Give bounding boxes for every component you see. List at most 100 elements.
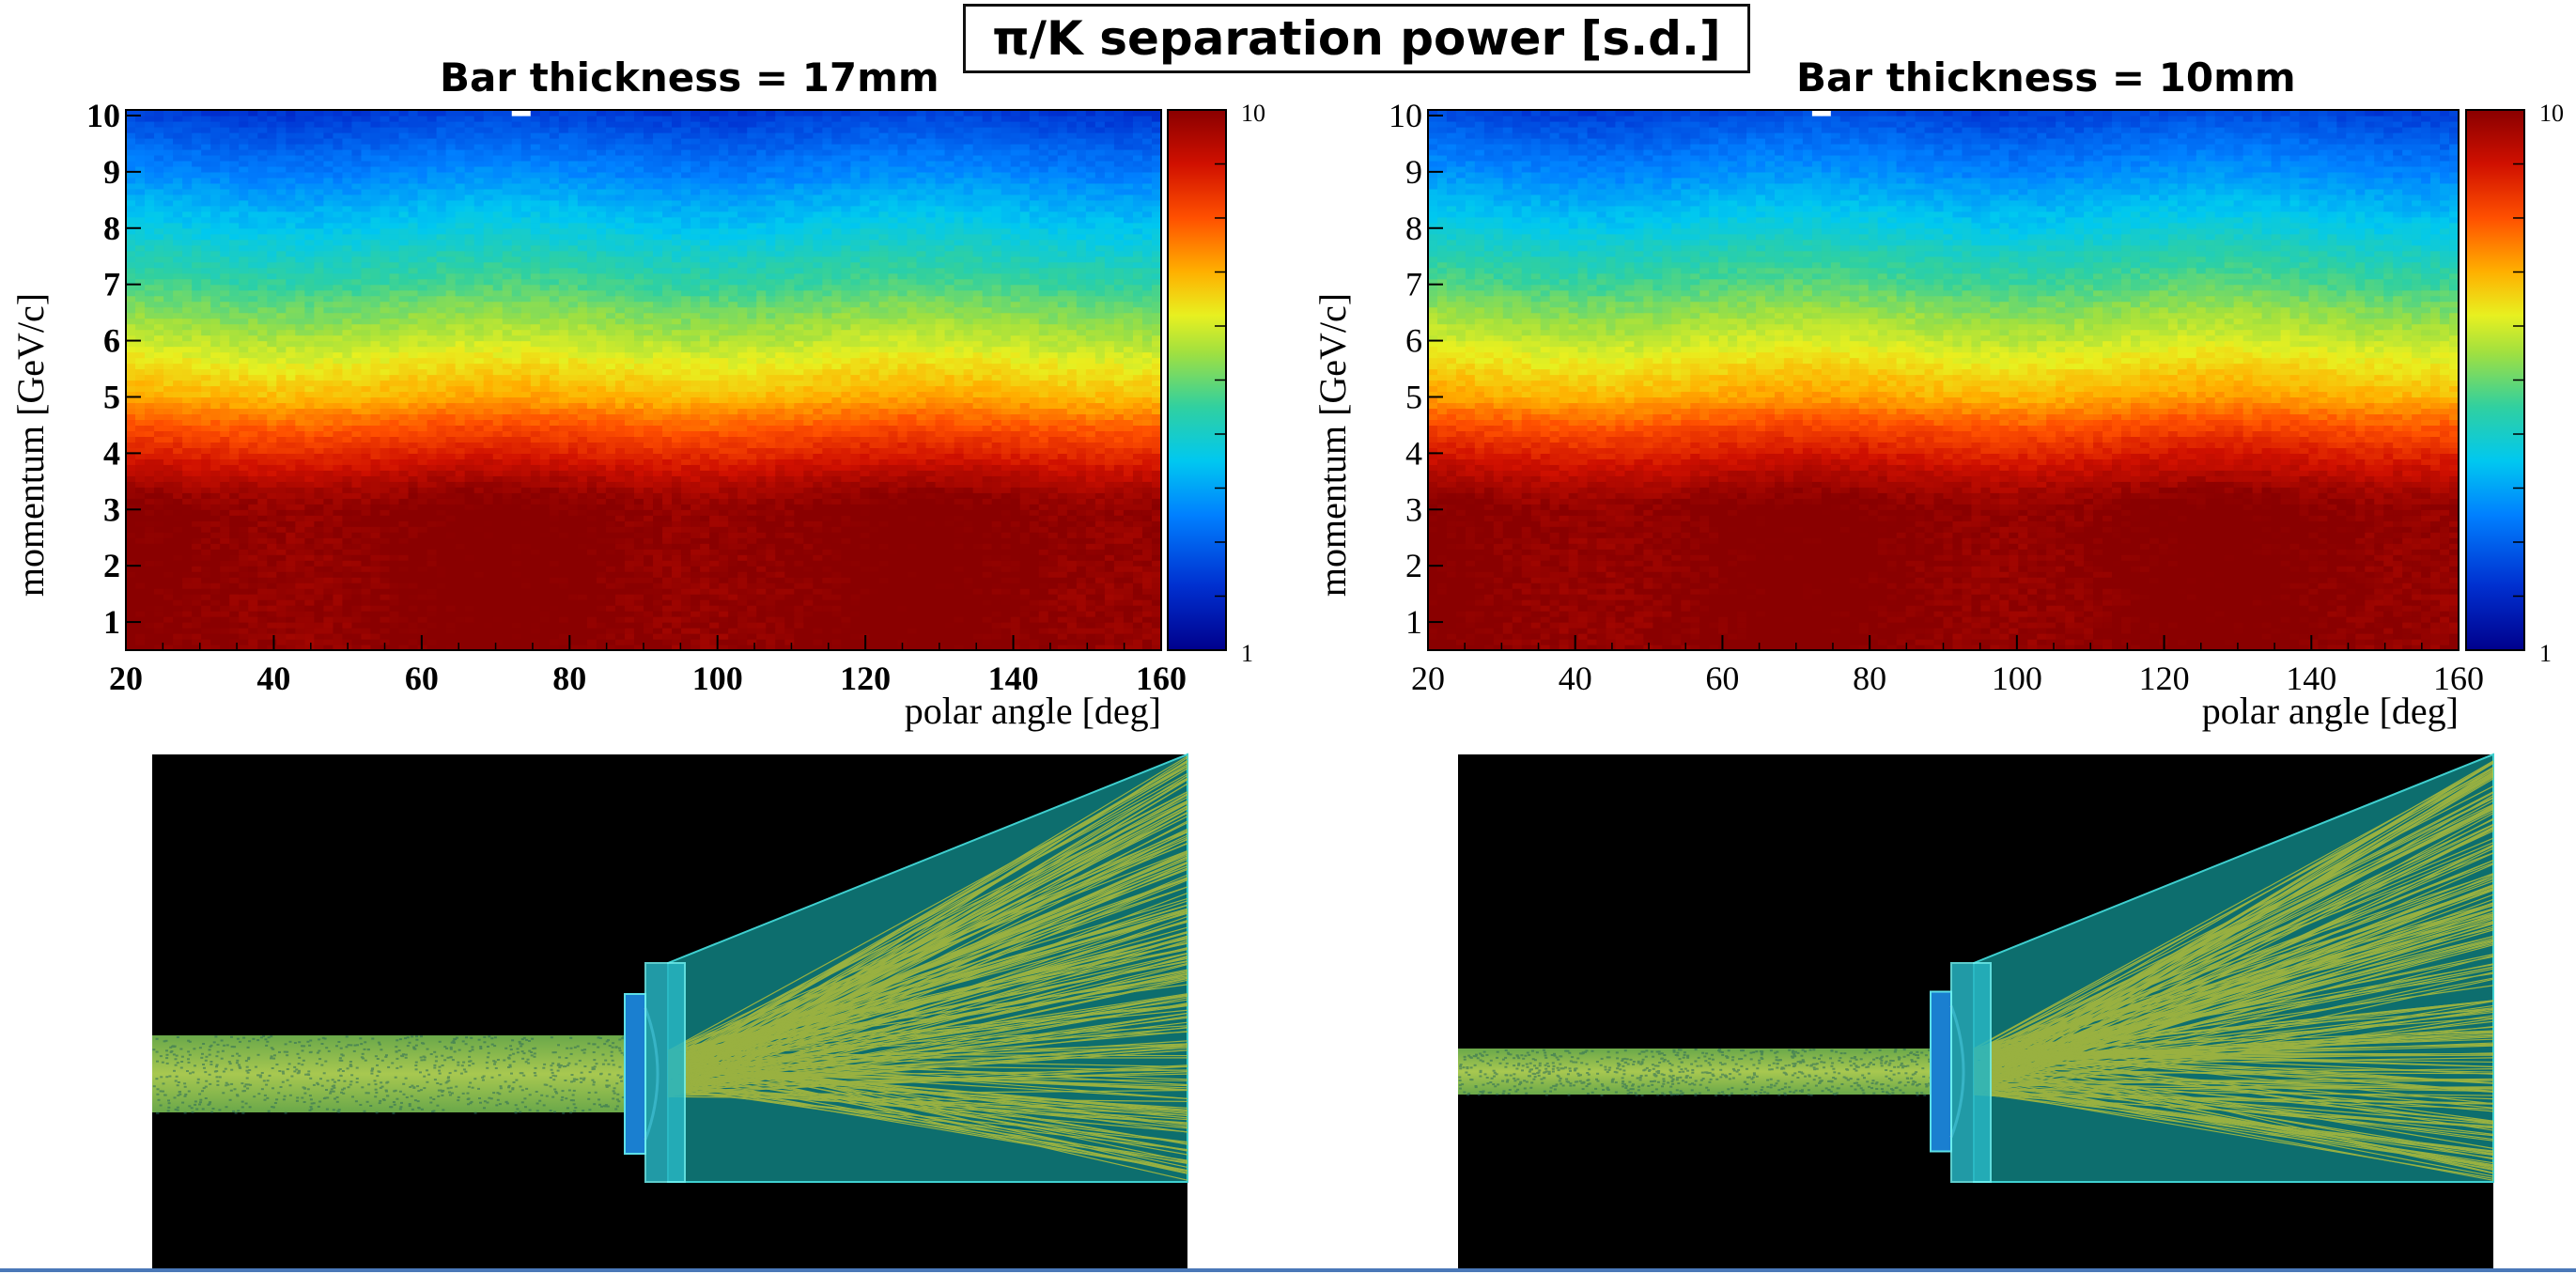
bar-texture-dot (628, 1072, 630, 1075)
bar-texture-dot (1600, 1094, 1604, 1096)
photon-track (667, 793, 1188, 1086)
bar-texture-dot (1481, 1054, 1483, 1057)
bar-texture-dot (592, 1083, 596, 1086)
bar-texture-dot (170, 1050, 174, 1052)
bar-texture-dot (437, 1089, 441, 1092)
bar-texture-dot (470, 1036, 473, 1039)
y-tick-label: 4 (103, 434, 120, 472)
bar-texture-dot (1535, 1051, 1539, 1054)
bar-texture-dot (1533, 1059, 1537, 1062)
bar-texture-dot (310, 1102, 314, 1105)
bar-texture-dot (1728, 1094, 1731, 1096)
bar-texture-dot (603, 1043, 607, 1046)
photon-track (667, 1069, 1188, 1089)
photon-track (667, 807, 1188, 1080)
bar-texture-dot (1793, 1072, 1797, 1075)
bar-texture-dot (1777, 1059, 1780, 1062)
bar-texture-dot (1747, 1076, 1751, 1079)
bar-texture-dot (177, 1081, 180, 1083)
bar-texture-dot (439, 1089, 442, 1092)
bar-texture-dot (296, 1072, 300, 1075)
bar-texture-dot (225, 1106, 228, 1109)
bar-texture-dot (510, 1072, 513, 1075)
bar-texture-dot (1647, 1084, 1651, 1087)
bar-texture-dot (639, 1045, 643, 1048)
bar-texture-dot (1911, 1083, 1915, 1086)
bar-texture-dot (363, 1048, 366, 1050)
bar-texture-dot (1708, 1071, 1712, 1074)
bar-texture-dot (412, 1086, 416, 1089)
bar-texture-dot (179, 1048, 183, 1050)
bar-texture-dot (1622, 1064, 1625, 1067)
bar-texture-dot (1901, 1066, 1904, 1069)
bar-texture-dot (220, 1039, 224, 1042)
bar-texture-dot (1820, 1061, 1823, 1064)
bar-texture-dot (208, 1073, 211, 1076)
bar-texture-dot (324, 1096, 328, 1099)
bar-texture-dot (558, 1056, 562, 1059)
bar-texture-dot (308, 1044, 312, 1047)
bar-texture-dot (1680, 1068, 1684, 1071)
bar-texture-dot (550, 1064, 553, 1067)
bar-texture-dot (1839, 1057, 1842, 1060)
bar-texture-dot (167, 1102, 171, 1105)
bar-texture-dot (381, 1098, 385, 1101)
bar-texture-dot (1910, 1077, 1914, 1080)
bar-texture-dot (1889, 1069, 1893, 1072)
photon-track (667, 940, 1188, 1098)
x-tick-label: 40 (256, 660, 290, 697)
bar-texture-dot (1653, 1080, 1656, 1082)
bar-texture-dot (180, 1061, 184, 1063)
photon-track (1973, 828, 2494, 1087)
bar-texture-dot (556, 1069, 560, 1072)
bar-texture-dot (324, 1060, 328, 1063)
bar-texture-dot (1730, 1059, 1734, 1062)
bar-texture-dot (1782, 1067, 1786, 1070)
bar-texture-dot (441, 1054, 444, 1057)
bar-texture-dot (411, 1108, 414, 1111)
photon-track (667, 1061, 1188, 1181)
bar-texture-dot (452, 1041, 456, 1044)
bar-texture-dot (1642, 1050, 1646, 1053)
bar-texture-dot (1518, 1083, 1521, 1086)
bar-texture-dot (1740, 1058, 1744, 1060)
bar-texture-dot (374, 1095, 378, 1098)
bar-texture-dot (1529, 1075, 1531, 1078)
photon-track (667, 852, 1188, 1083)
bar-texture-dot (553, 1111, 556, 1113)
bar-texture-dot (194, 1100, 197, 1103)
photon-track (667, 777, 1188, 1057)
bar-texture-dot (1916, 1094, 1919, 1096)
bar-texture-dot (1778, 1059, 1782, 1062)
x-axis-label: polar angle [deg] (905, 690, 1161, 732)
bar-texture-dot (307, 1070, 311, 1073)
bar-texture-dot (1564, 1049, 1568, 1052)
bar-texture-dot (207, 1103, 210, 1106)
bar-texture-dot (1691, 1071, 1695, 1074)
bar-texture-dot (592, 1080, 596, 1083)
photon-track (667, 761, 1188, 1064)
y-tick-label: 7 (103, 266, 120, 303)
bar-texture-dot (1920, 1092, 1924, 1095)
photon-track (667, 783, 1188, 1091)
bar-texture-dot (1547, 1072, 1551, 1075)
bar-texture-dot (438, 1069, 441, 1072)
bar-texture-dot (1865, 1065, 1869, 1068)
y-tick-label: 8 (1405, 210, 1422, 247)
bar-texture-dot (385, 1090, 388, 1093)
photon-track (1973, 873, 2494, 1050)
photon-track (1973, 1059, 2494, 1149)
bar-texture-dot (1802, 1061, 1806, 1064)
bar-texture-dot (194, 1103, 197, 1106)
bar-texture-dot (1715, 1078, 1719, 1080)
bar-texture-dot (1578, 1052, 1582, 1055)
bar-texture-dot (1886, 1084, 1890, 1087)
bar-texture-dot (205, 1080, 209, 1082)
bar-texture-dot (549, 1110, 552, 1111)
photon-track (1973, 762, 2494, 1079)
bar-texture-dot (551, 1074, 555, 1077)
bar-texture-dot (377, 1070, 380, 1073)
photon-track (667, 976, 1188, 1053)
bar-texture-dot (1466, 1094, 1470, 1096)
